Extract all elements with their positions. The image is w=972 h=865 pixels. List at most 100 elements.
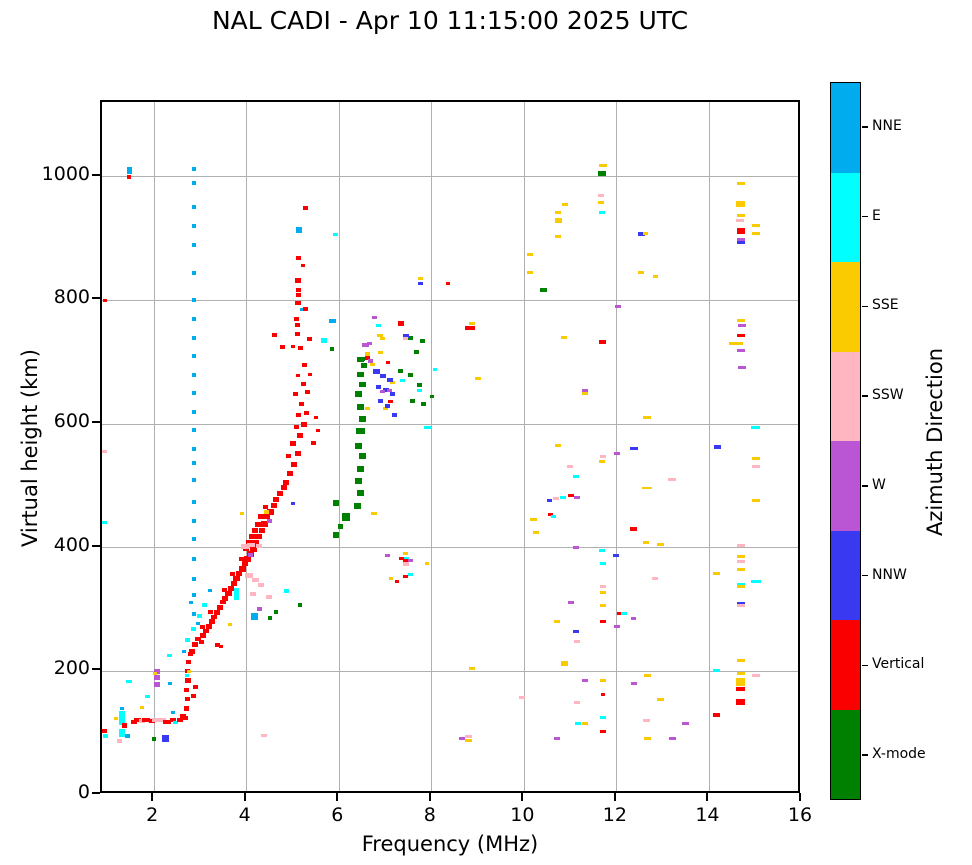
data-point [365,352,371,357]
data-point [365,355,371,360]
data-point [751,499,760,503]
data-point [631,681,638,685]
data-point [554,737,561,741]
colorbar-category-label: SSW [872,387,904,404]
data-point [257,582,264,587]
data-point [234,588,240,601]
data-point [252,539,260,546]
colorbar-segment-ssw [831,351,860,441]
data-point [555,234,562,238]
data-point [245,573,254,579]
data-point [418,277,424,281]
data-point [134,718,142,723]
data-point [233,576,241,582]
data-point [255,534,263,540]
data-point [296,412,302,417]
x-tick-label: 4 [238,804,251,826]
data-point [205,624,212,630]
data-point [267,519,273,524]
colorbar-segment-nnw [831,530,860,620]
data-point [240,512,245,516]
data-point [424,425,433,429]
data-point [408,335,414,340]
data-point [643,719,651,723]
data-point [599,163,608,167]
x-tick-label: 16 [787,804,813,826]
data-point [300,264,305,268]
data-point [270,503,277,509]
data-point [601,692,606,696]
data-point [285,454,291,459]
data-point [582,678,589,682]
data-point [600,584,607,588]
data-point [192,270,197,275]
x-gridline [523,102,525,791]
data-point [600,730,607,734]
azimuth-colorbar [830,82,861,800]
data-point [189,649,196,655]
data-point [433,367,438,371]
data-point [736,241,745,245]
data-point [185,674,190,678]
data-point [429,394,434,398]
data-point [555,210,562,214]
data-point [303,410,309,415]
data-point [642,540,649,544]
x-tick [706,793,709,801]
data-point [290,441,297,447]
data-point [283,479,290,485]
data-point [389,392,395,397]
data-point [117,738,123,743]
data-point [153,671,158,675]
data-point [267,508,275,515]
data-point [333,531,340,538]
data-point [257,514,264,520]
y-tick [92,173,100,176]
data-point [598,201,605,205]
data-point [392,412,398,417]
data-point [547,513,553,517]
data-point [417,383,423,388]
data-point [560,661,568,667]
data-point [360,362,367,368]
data-point [736,228,745,235]
data-point [302,307,308,312]
colorbar-tick [862,305,868,308]
colorbar-segment-nne [831,83,860,173]
y-tick [92,544,100,547]
data-point [274,610,279,614]
data-point [598,171,607,177]
data-point [118,729,125,738]
data-point [294,300,301,305]
data-point [383,406,389,410]
data-point [643,673,651,677]
data-point [357,465,365,472]
data-point [736,672,745,676]
data-point [114,717,119,721]
colorbar-tick [862,754,868,756]
data-point [420,402,426,407]
data-point [573,546,580,550]
colorbar-category-label: E [872,207,881,224]
data-point [154,675,161,681]
data-point [216,604,223,610]
data-point [102,298,107,302]
data-point [192,428,197,433]
data-point [191,627,197,632]
data-point [171,711,176,715]
data-point [574,700,581,704]
data-point [736,182,745,186]
data-point [214,642,220,647]
data-point [425,562,430,566]
data-point [555,444,562,448]
data-point [193,684,199,689]
data-point [394,579,399,583]
data-point [192,576,197,581]
data-point [370,362,376,366]
data-point [219,644,224,648]
data-point [615,304,622,308]
data-point [445,281,450,285]
data-point [140,705,145,709]
data-point [124,734,130,739]
data-point [388,577,393,581]
